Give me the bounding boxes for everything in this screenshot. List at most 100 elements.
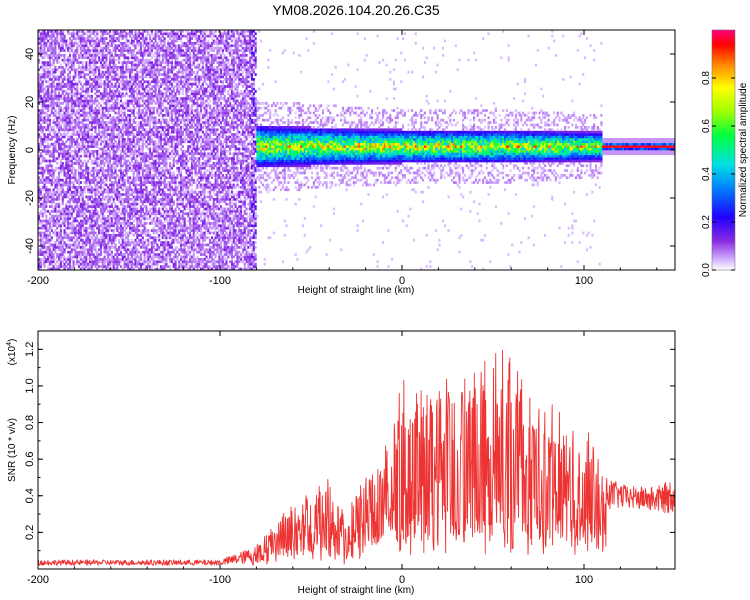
spectrogram-cell	[61, 190, 64, 194]
spectrogram-cell	[67, 68, 70, 72]
spectrogram-cell	[48, 104, 52, 108]
spectrogram-cell	[136, 63, 139, 67]
spectrogram-cell	[68, 152, 72, 156]
spectrogram-cell	[110, 181, 113, 184]
spectrogram-cell	[143, 219, 146, 223]
spectrogram-cell	[67, 236, 70, 240]
spectrogram-cell	[112, 37, 115, 40]
spectrogram-cell	[141, 260, 144, 264]
spectrogram-cell	[74, 207, 77, 211]
spectrogram-cell	[108, 61, 112, 64]
spectrogram-cell	[67, 162, 70, 165]
spectrogram-cell	[54, 181, 57, 184]
spectrogram-cell	[72, 166, 75, 170]
spectrogram-cell	[92, 78, 95, 81]
spectrogram-cell	[61, 210, 64, 213]
spectrogram-cell	[68, 85, 72, 88]
spectrogram-cell	[123, 169, 126, 172]
spectrogram-cell	[123, 80, 126, 84]
spectrogram-cell	[132, 174, 135, 177]
spectrogram-cell	[50, 56, 53, 60]
spectrogram-cell	[63, 90, 66, 93]
spectrogram-cell	[87, 253, 90, 256]
spectrogram-cell	[83, 145, 86, 148]
spectrogram-cell	[61, 207, 64, 211]
spectrogram-cell	[68, 58, 72, 62]
spectrogram-cell	[152, 73, 155, 76]
spectrogram-cell	[114, 44, 117, 48]
spectrogram-cell	[123, 73, 126, 76]
spectrogram-cell	[143, 243, 146, 247]
spectrogram-cell	[94, 250, 97, 254]
spectrogram-cell	[41, 142, 44, 146]
spectrogram-cell	[54, 224, 57, 228]
spectrogram-cell	[72, 118, 75, 122]
spectrogram-cell	[59, 193, 62, 196]
spectrogram-cell	[156, 248, 159, 252]
spectrogram-cell	[94, 246, 97, 249]
spectrogram-cell	[94, 188, 97, 192]
spectrogram-cell	[48, 205, 52, 208]
spectrogram-cell	[78, 205, 81, 208]
spectrogram-cell	[125, 243, 128, 247]
spectrogram-cell	[41, 262, 44, 266]
spectrogram-cell	[136, 56, 139, 60]
spectrogram-cell	[39, 140, 42, 144]
spectrogram-cell	[132, 54, 135, 57]
spectrogram-cell	[58, 51, 61, 55]
spectrogram-cell	[48, 224, 52, 228]
spectrogram-cell	[147, 102, 150, 105]
spectrogram-cell	[134, 214, 137, 218]
spectrogram-cell	[88, 258, 92, 261]
spectrogram-cell	[38, 42, 41, 45]
spectrogram-cell	[156, 128, 159, 132]
spectrogram-cell	[125, 193, 128, 196]
spectrogram-cell	[50, 142, 53, 146]
spectrogram-cell	[87, 219, 90, 223]
spectrogram-cell	[79, 97, 82, 100]
spectrogram-cell	[79, 250, 82, 254]
spectrogram-cell	[158, 51, 161, 55]
spectrogram-cell	[118, 44, 121, 48]
spectrogram-cell	[54, 42, 57, 45]
spectrogram-cell	[99, 92, 102, 96]
spectrogram-cell	[130, 140, 133, 144]
spectrogram-cell	[76, 154, 79, 158]
spectrogram-cell	[54, 92, 57, 96]
spectrogram-cell	[61, 265, 64, 268]
spectrogram-cell	[88, 150, 92, 153]
spectrogram-cell	[47, 178, 50, 182]
spectrogram-cell	[83, 212, 86, 216]
spectrogram-cell	[96, 224, 99, 228]
spectrogram-cell	[114, 51, 117, 55]
spectrogram-cell	[39, 85, 42, 88]
spectrogram-cell	[138, 150, 141, 153]
spectrogram-cell	[45, 135, 48, 139]
spectrogram-cell	[76, 138, 79, 141]
spectrogram-cell	[47, 250, 50, 254]
spectrogram-cell	[76, 97, 79, 100]
spectrogram-cell	[127, 133, 130, 136]
spectrogram-cell	[78, 214, 81, 218]
spectrogram-cell	[152, 66, 155, 69]
spectrogram-cell	[132, 258, 135, 261]
spectrogram-cell	[163, 243, 166, 247]
spectrogram-cell	[58, 106, 61, 110]
spectrogram-cell	[87, 145, 90, 148]
spectrogram-cell	[81, 102, 84, 105]
spectrogram-cell	[145, 193, 148, 196]
spectrogram-cell	[101, 159, 104, 163]
spectrogram-cell	[87, 99, 90, 103]
spectrogram-cell	[138, 238, 141, 242]
spectrogram-cell	[154, 90, 157, 93]
spectrogram-cell	[147, 217, 150, 220]
spectrogram-cell	[70, 85, 73, 88]
spectrogram-cell	[48, 116, 52, 120]
spectrogram-cell	[81, 104, 84, 108]
spectrogram-cell	[50, 78, 53, 81]
spectrogram-cell	[78, 80, 81, 84]
spectrogram-cell	[154, 238, 157, 242]
spectrogram-cell	[52, 42, 55, 45]
spectrogram-cell	[159, 178, 163, 182]
spectrogram-cell	[108, 178, 112, 182]
